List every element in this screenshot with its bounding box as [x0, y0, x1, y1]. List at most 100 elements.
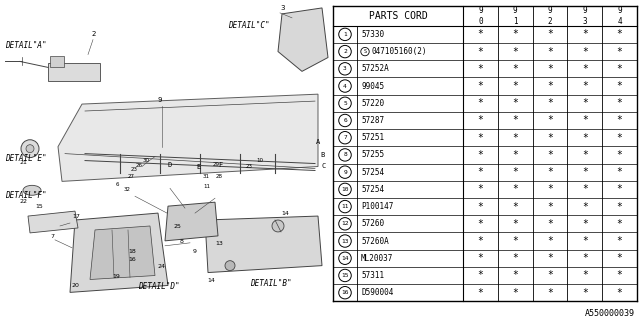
Text: 57311: 57311	[361, 271, 384, 280]
Text: 2: 2	[343, 49, 347, 54]
Text: 57220: 57220	[361, 99, 384, 108]
Text: 7: 7	[343, 135, 347, 140]
Text: *: *	[477, 253, 483, 263]
Text: 9: 9	[193, 249, 197, 254]
Text: *: *	[512, 98, 518, 108]
Text: *: *	[477, 288, 483, 298]
Text: 20: 20	[72, 284, 80, 288]
Text: *: *	[477, 219, 483, 229]
Text: *: *	[477, 184, 483, 194]
Text: *: *	[617, 184, 623, 194]
Text: A550000039: A550000039	[585, 309, 635, 318]
Text: 23: 23	[246, 164, 253, 170]
Text: 24: 24	[158, 264, 166, 268]
Text: *: *	[582, 116, 588, 125]
Text: *: *	[477, 202, 483, 212]
Text: *: *	[512, 288, 518, 298]
Text: *: *	[582, 29, 588, 39]
Bar	[50, 55, 64, 68]
Text: *: *	[547, 116, 553, 125]
Text: *: *	[512, 116, 518, 125]
Text: 57260: 57260	[361, 219, 384, 228]
Text: 9: 9	[343, 170, 347, 175]
Text: B: B	[320, 152, 324, 157]
Text: *: *	[617, 81, 623, 91]
Text: 57255: 57255	[361, 150, 384, 159]
Text: *: *	[547, 288, 553, 298]
Text: *: *	[617, 29, 623, 39]
Text: DETAIL"E": DETAIL"E"	[5, 154, 47, 163]
Text: *: *	[477, 47, 483, 57]
Text: *: *	[617, 150, 623, 160]
Polygon shape	[28, 211, 78, 233]
Text: DETAIL"B": DETAIL"B"	[250, 279, 292, 288]
Text: *: *	[617, 270, 623, 280]
Text: 3: 3	[343, 66, 347, 71]
Text: 23: 23	[131, 167, 138, 172]
Text: *: *	[582, 184, 588, 194]
Text: *: *	[547, 202, 553, 212]
Text: *: *	[477, 81, 483, 91]
Text: *: *	[512, 253, 518, 263]
Text: 15: 15	[35, 204, 43, 209]
Circle shape	[21, 140, 39, 157]
Text: *: *	[547, 64, 553, 74]
Text: *: *	[547, 167, 553, 177]
Text: *: *	[547, 150, 553, 160]
Text: PARTS CORD: PARTS CORD	[369, 11, 428, 21]
Text: *: *	[547, 29, 553, 39]
Text: *: *	[617, 288, 623, 298]
Text: *: *	[547, 270, 553, 280]
Text: *: *	[512, 81, 518, 91]
Text: *: *	[477, 64, 483, 74]
Text: 25: 25	[173, 224, 181, 229]
Text: DETAIL"C": DETAIL"C"	[228, 21, 269, 30]
Text: 7: 7	[50, 234, 54, 239]
Text: *: *	[617, 253, 623, 263]
Text: DETAIL"F": DETAIL"F"	[5, 191, 47, 200]
Text: *: *	[512, 236, 518, 246]
Text: *: *	[582, 202, 588, 212]
Text: *: *	[617, 47, 623, 57]
Text: 11: 11	[341, 204, 349, 209]
Text: 19: 19	[112, 274, 120, 278]
Circle shape	[272, 220, 284, 232]
Text: S: S	[364, 49, 367, 54]
Text: *: *	[582, 47, 588, 57]
Text: *: *	[477, 167, 483, 177]
Text: 8: 8	[343, 152, 347, 157]
Text: 30: 30	[143, 157, 150, 163]
Text: *: *	[477, 98, 483, 108]
Text: 9
3: 9 3	[582, 6, 587, 26]
Text: 10: 10	[256, 157, 263, 163]
Text: 17: 17	[72, 214, 80, 219]
Text: *: *	[582, 236, 588, 246]
Text: *: *	[617, 64, 623, 74]
Text: 14: 14	[281, 211, 289, 216]
Text: 10: 10	[341, 187, 349, 192]
Text: DETAIL"A": DETAIL"A"	[5, 41, 47, 50]
Text: *: *	[547, 81, 553, 91]
Ellipse shape	[23, 185, 41, 195]
Text: 57287: 57287	[361, 116, 384, 125]
Text: *: *	[547, 219, 553, 229]
Text: 57260A: 57260A	[361, 236, 388, 245]
Text: *: *	[512, 202, 518, 212]
Text: *: *	[617, 116, 623, 125]
Text: *: *	[512, 167, 518, 177]
Polygon shape	[278, 8, 328, 71]
Text: 5: 5	[343, 101, 347, 106]
Text: 57254: 57254	[361, 168, 384, 177]
Text: D: D	[168, 162, 172, 167]
Text: ML20037: ML20037	[361, 254, 394, 263]
Text: *: *	[547, 184, 553, 194]
Text: *: *	[547, 253, 553, 263]
Text: *: *	[477, 116, 483, 125]
Text: *: *	[512, 29, 518, 39]
Text: 6: 6	[116, 182, 120, 187]
Polygon shape	[58, 94, 318, 181]
Text: 18: 18	[128, 249, 136, 254]
Text: *: *	[582, 288, 588, 298]
Text: 047105160(2): 047105160(2)	[371, 47, 426, 56]
Text: DETAIL"D": DETAIL"D"	[138, 283, 180, 292]
